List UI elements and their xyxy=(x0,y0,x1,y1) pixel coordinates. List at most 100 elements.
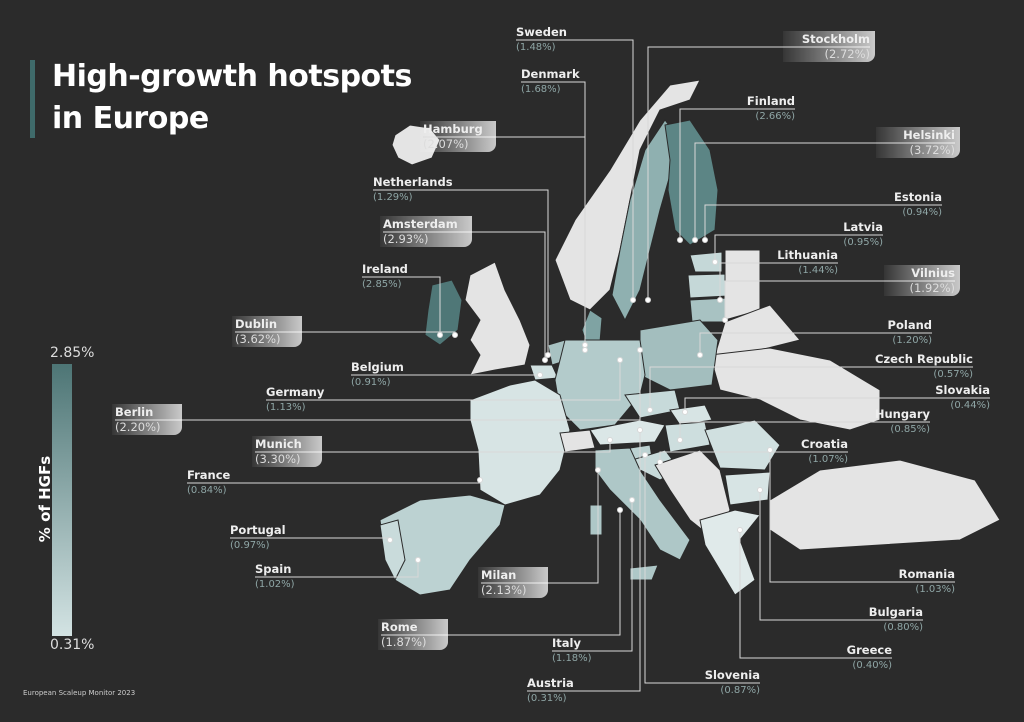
label-spain: Spain (1.02%) xyxy=(255,562,295,592)
label-value: (0.84%) xyxy=(187,485,227,496)
label-value: (2.85%) xyxy=(362,279,402,290)
country-sicily xyxy=(629,564,659,581)
label-value: (0.91%) xyxy=(351,377,391,388)
leader-line xyxy=(255,440,611,453)
country-romania xyxy=(704,419,781,471)
label-value: (2.93%) xyxy=(383,232,429,246)
location-marker xyxy=(692,237,698,243)
city-highlight-box xyxy=(783,31,875,62)
location-marker xyxy=(645,297,651,303)
country-italy xyxy=(594,447,691,561)
leader-line xyxy=(649,366,973,410)
label-value: (0.97%) xyxy=(230,540,270,551)
label-value: (0.94%) xyxy=(902,207,942,218)
label-vilnius: Vilnius (1.92%) xyxy=(909,266,955,296)
label-value: (3.62%) xyxy=(235,332,281,346)
country-belgium xyxy=(529,364,559,381)
label-name: Greece xyxy=(846,643,892,657)
label-name: Ireland xyxy=(362,262,408,276)
label-value: (1.68%) xyxy=(521,84,561,95)
label-greece: Greece (0.40%) xyxy=(847,643,892,673)
label-value: (2.13%) xyxy=(481,583,527,597)
location-marker xyxy=(682,409,688,415)
leader-line xyxy=(115,350,641,421)
location-marker xyxy=(657,459,663,465)
location-marker xyxy=(697,352,703,358)
label-name: Dublin xyxy=(235,317,278,331)
country-czech xyxy=(624,389,681,419)
leader-line xyxy=(739,530,892,659)
label-name: Finland xyxy=(746,94,795,108)
label-lithuania: Lithuania (1.44%) xyxy=(777,248,838,278)
label-value: (0.85%) xyxy=(890,424,930,435)
location-marker xyxy=(545,352,551,358)
legend-min: 0.31% xyxy=(50,637,95,653)
label-milan: Milan (2.13%) xyxy=(481,568,527,598)
location-marker xyxy=(437,332,443,338)
leader-line xyxy=(266,360,621,401)
leader-line xyxy=(724,280,955,320)
label-name: Spain xyxy=(255,562,292,576)
country-hungary xyxy=(664,421,711,453)
country-germany xyxy=(554,339,646,431)
leader-line xyxy=(759,490,923,621)
label-value: (1.07%) xyxy=(808,454,848,465)
location-marker xyxy=(642,452,648,458)
leader-line xyxy=(684,397,990,412)
location-marker xyxy=(767,447,773,453)
label-czech-republic: Czech Republic (0.57%) xyxy=(875,352,973,382)
location-marker xyxy=(702,237,708,243)
country-portugal xyxy=(379,519,406,582)
leader-line xyxy=(694,142,955,240)
label-value: (1.92%) xyxy=(909,281,955,295)
legend-title: % of HGFs xyxy=(36,455,54,543)
label-slovakia: Slovakia (0.44%) xyxy=(935,383,990,413)
label-value: (1.13%) xyxy=(266,402,306,413)
country-slovakia xyxy=(669,404,713,426)
label-name: Rome xyxy=(381,620,418,634)
location-marker xyxy=(629,497,635,503)
label-hamburg: Hamburg (2.07%) xyxy=(423,122,483,152)
location-marker xyxy=(630,297,636,303)
location-marker xyxy=(595,467,601,473)
label-value: (0.44%) xyxy=(950,400,990,411)
label-croatia: Croatia (1.07%) xyxy=(801,437,848,467)
city-highlight-box xyxy=(380,216,472,247)
location-marker xyxy=(617,507,623,513)
label-dublin: Dublin (3.62%) xyxy=(235,317,281,347)
city-highlight-box xyxy=(876,127,960,158)
page-title: High-growth hotspots in Europe xyxy=(52,56,412,140)
label-estonia: Estonia (0.94%) xyxy=(894,190,942,220)
label-italy: Italy (1.18%) xyxy=(552,636,592,666)
location-marker xyxy=(415,557,421,563)
label-france: France (0.84%) xyxy=(187,468,230,498)
label-value: (0.57%) xyxy=(933,369,973,380)
label-value: (3.30%) xyxy=(255,452,301,466)
label-name: Netherlands xyxy=(373,175,453,189)
label-name: Helsinki xyxy=(903,128,955,142)
city-highlight-box xyxy=(884,265,960,296)
label-name: Milan xyxy=(481,568,517,582)
city-highlight-box xyxy=(478,567,548,598)
label-name: Italy xyxy=(552,636,581,650)
location-marker xyxy=(582,347,588,353)
label-name: Austria xyxy=(527,676,574,690)
location-marker xyxy=(677,237,683,243)
leader-line xyxy=(714,234,883,262)
country-uk xyxy=(464,261,531,376)
location-marker xyxy=(757,487,763,493)
label-name: Germany xyxy=(266,385,325,399)
label-latvia: Latvia (0.95%) xyxy=(843,220,883,250)
leader-line xyxy=(679,421,930,440)
leader-line xyxy=(521,81,586,350)
leader-line xyxy=(552,500,633,652)
country-ireland xyxy=(424,279,463,346)
label-sweden: Sweden (1.48%) xyxy=(516,25,567,55)
location-marker xyxy=(647,407,653,413)
leader-line xyxy=(362,276,441,335)
location-marker xyxy=(542,357,548,363)
country-greece xyxy=(699,509,761,596)
location-marker xyxy=(637,347,643,353)
leader-line xyxy=(381,510,621,636)
